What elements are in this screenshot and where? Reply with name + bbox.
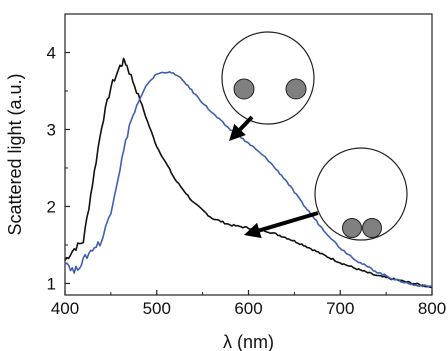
- inset-circle: [221, 31, 315, 125]
- x-tick-label: 600: [234, 299, 262, 318]
- x-tick-label: 800: [418, 299, 446, 318]
- y-tick-label: 1: [47, 274, 56, 293]
- y-tick-label: 3: [47, 120, 56, 139]
- inset-diagrams: [221, 31, 408, 241]
- inset-touching-dimer: [314, 147, 408, 241]
- y-tick-label: 4: [47, 43, 56, 62]
- inset-arrow-black: [244, 211, 319, 239]
- series-layer: [64, 57, 433, 289]
- y-tick-label: 2: [47, 197, 56, 216]
- x-tick-label: 400: [51, 299, 79, 318]
- x-tick-label: 700: [326, 299, 354, 318]
- particle: [362, 218, 382, 238]
- series-0-line: [64, 57, 432, 289]
- inset-separated-dimer: [221, 31, 315, 125]
- series-1-line: [64, 71, 433, 288]
- particle: [342, 218, 362, 238]
- y-axis-title: Scattered light (a.u.): [5, 73, 25, 235]
- particle: [233, 78, 255, 100]
- inset-arrow-blue: [229, 115, 254, 141]
- inset-circle: [314, 147, 408, 241]
- x-axis-title: λ (nm): [223, 332, 274, 351]
- axis-ticks: 400 500 600 700 800 1 2 3 4: [47, 43, 447, 318]
- x-tick-label: 500: [143, 299, 171, 318]
- particle: [285, 78, 307, 100]
